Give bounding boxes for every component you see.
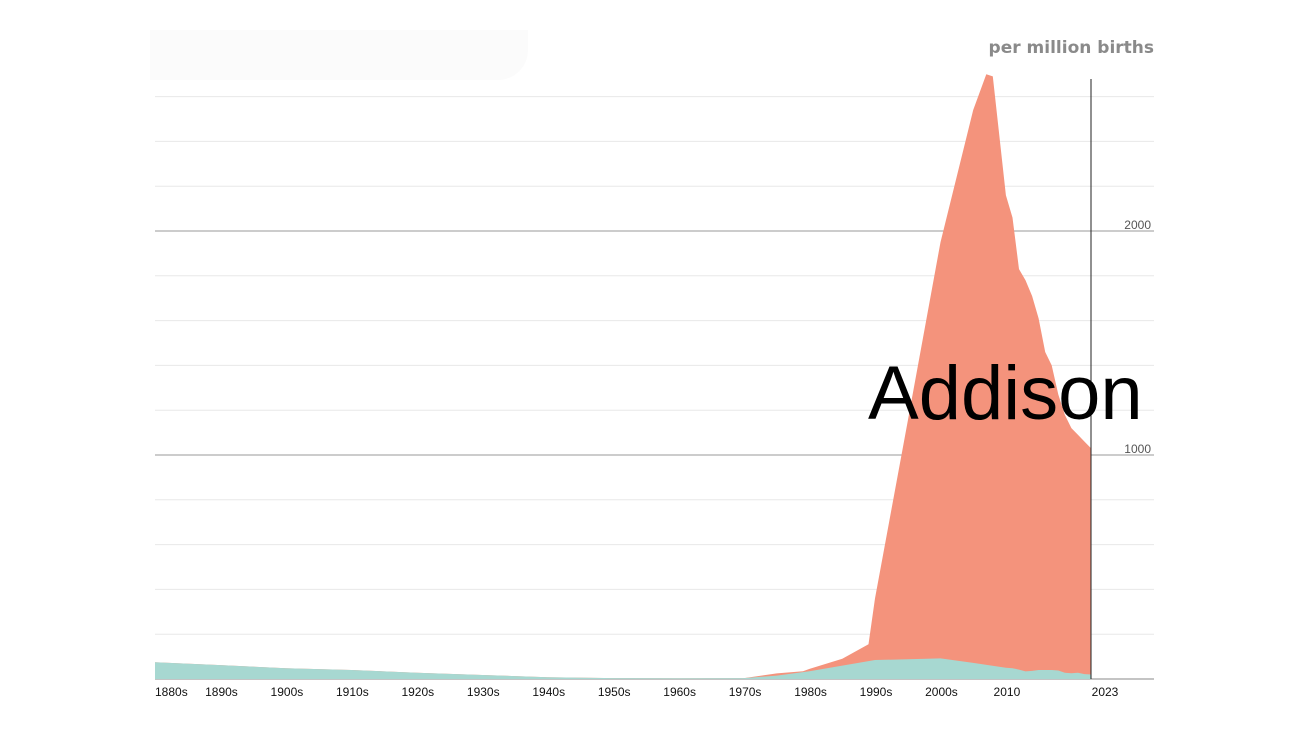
x-tick-label: 2000s: [925, 685, 958, 699]
x-tick-label: 2023: [1092, 685, 1119, 699]
x-tick-label: 1890s: [205, 685, 238, 699]
x-tick-label: 1990s: [860, 685, 893, 699]
x-tick-label: 1960s: [663, 685, 696, 699]
x-tick-label: 1920s: [401, 685, 434, 699]
area-girls: [155, 74, 1091, 679]
area-series: [155, 74, 1091, 679]
x-tick-label: 1970s: [729, 685, 762, 699]
area-boys: [155, 658, 1091, 679]
unit-label: per million births: [988, 38, 1154, 58]
y-tick-label: 1000: [1124, 442, 1151, 456]
x-tick-label: 1900s: [271, 685, 304, 699]
x-tick-label: 1950s: [598, 685, 631, 699]
x-tick-label: 1880s: [155, 685, 188, 699]
x-tick-label: 1980s: [794, 685, 827, 699]
x-tick-label: 2010: [994, 685, 1021, 699]
y-axis-ticks: 2000 1000: [1124, 218, 1151, 456]
x-axis-ticks: 1880s 1890s 1900s 1910s 1920s 1930s 1940s 1950s…: [155, 685, 1119, 699]
x-tick-label: 1930s: [467, 685, 500, 699]
x-tick-label: 1940s: [532, 685, 565, 699]
x-tick-label: 1910s: [336, 685, 369, 699]
title-placeholder: [150, 30, 528, 80]
y-tick-label: 2000: [1124, 218, 1151, 232]
name-label: Addison: [868, 351, 1143, 436]
